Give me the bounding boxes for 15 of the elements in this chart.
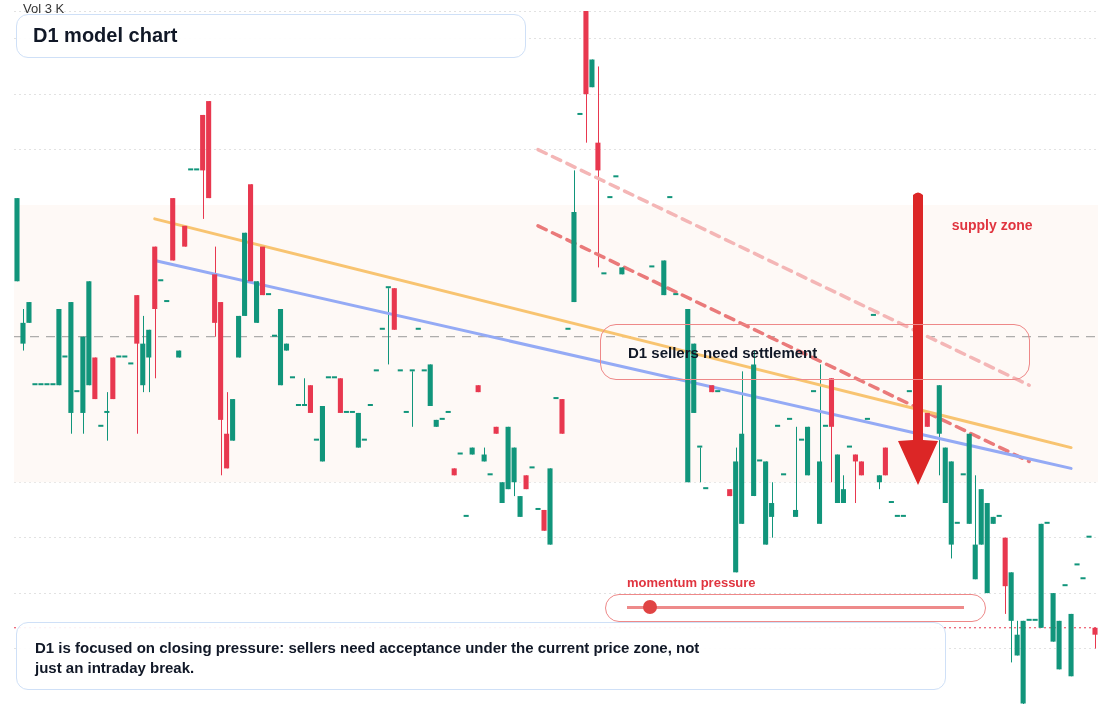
annotation: Vol 3 K — [23, 1, 65, 16]
band-label: supply zone — [951, 216, 1033, 233]
candlestick — [793, 426, 799, 518]
title-panel: D1 model chart — [16, 14, 526, 58]
annotation: momentum pressure — [627, 575, 756, 590]
candlestick — [20, 308, 26, 352]
candlestick — [409, 369, 415, 428]
annotation: D1 is focused on closing pressure: sellers need acceptance under the current price zone, not just an intraday break. — [35, 638, 700, 678]
candlestick — [517, 495, 523, 518]
candlestick — [595, 65, 601, 268]
candlestick — [104, 391, 110, 442]
candlestick — [385, 286, 391, 365]
candlestick — [697, 445, 703, 483]
caption-panel: D1 is focused on closing pressure: sellers need acceptance under the current price zone, not just an intraday break. — [16, 622, 946, 690]
candlestick — [26, 301, 32, 324]
